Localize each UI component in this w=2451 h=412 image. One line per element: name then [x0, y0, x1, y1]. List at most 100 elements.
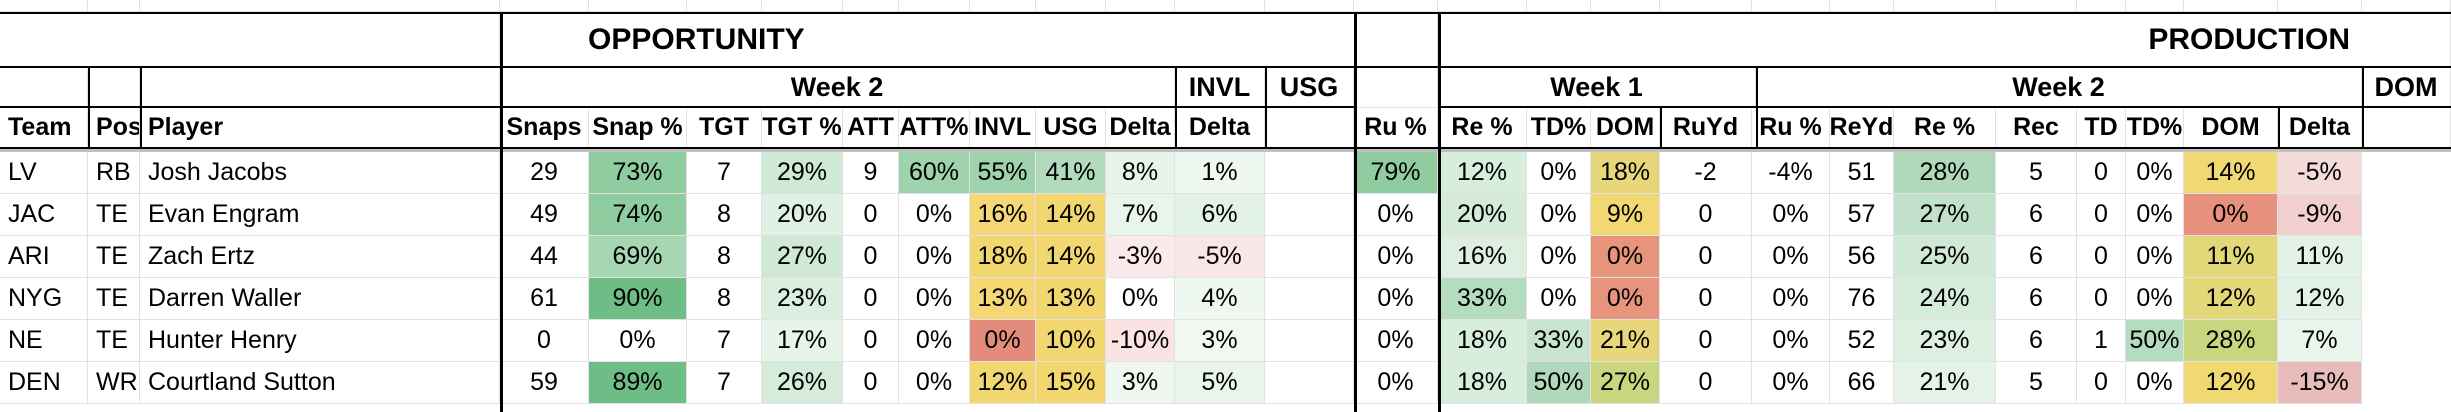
table-cell[interactable]: -5% [2278, 152, 2362, 194]
grid-cell[interactable] [589, 0, 687, 12]
table-cell[interactable]: 12% [2184, 362, 2278, 404]
table-cell[interactable]: Josh Jacobs [140, 152, 500, 194]
table-cell[interactable]: 0% [899, 236, 970, 278]
table-cell[interactable]: 18% [1438, 320, 1527, 362]
table-cell[interactable]: 0 [2077, 278, 2126, 320]
table-cell[interactable]: TE [88, 278, 140, 320]
grid-cell[interactable] [970, 0, 1036, 12]
table-cell[interactable]: 52 [1830, 320, 1894, 362]
empty-cell[interactable] [88, 68, 140, 108]
table-cell[interactable]: 0 [1660, 236, 1752, 278]
table-cell[interactable]: 26% [762, 362, 843, 404]
table-cell[interactable]: 13% [970, 278, 1036, 320]
grid-cell[interactable] [1660, 0, 1752, 12]
table-cell[interactable]: 5 [1996, 152, 2077, 194]
table-cell[interactable]: TE [88, 236, 140, 278]
grid-cell[interactable] [1894, 0, 1996, 12]
table-cell[interactable]: 0% [1354, 278, 1438, 320]
table-cell[interactable]: 61 [500, 278, 589, 320]
grid-cell[interactable] [88, 0, 140, 12]
table-cell[interactable]: 60% [899, 152, 970, 194]
table-cell[interactable]: 5% [1175, 362, 1265, 404]
table-cell[interactable]: -4% [1752, 152, 1830, 194]
grid-cell[interactable] [1996, 0, 2077, 12]
table-cell[interactable]: Hunter Henry [140, 320, 500, 362]
table-cell[interactable]: 18% [1591, 152, 1660, 194]
table-cell[interactable]: 16% [1438, 236, 1527, 278]
table-cell[interactable]: 0% [1752, 320, 1830, 362]
table-cell[interactable]: 76 [1830, 278, 1894, 320]
table-cell[interactable]: 0% [1354, 362, 1438, 404]
table-cell[interactable]: 8% [1106, 152, 1175, 194]
table-cell[interactable]: 0% [1752, 362, 1830, 404]
table-cell[interactable]: 90% [589, 278, 687, 320]
table-cell[interactable]: 11% [2278, 236, 2362, 278]
table-cell[interactable]: 0% [1752, 278, 1830, 320]
grid-cell[interactable] [1265, 0, 1354, 12]
table-cell[interactable]: 6% [1175, 194, 1265, 236]
table-cell[interactable]: 12% [1438, 152, 1527, 194]
table-cell[interactable]: 7% [1106, 194, 1175, 236]
table-cell[interactable]: 33% [1438, 278, 1527, 320]
table-cell[interactable]: 29% [762, 152, 843, 194]
table-cell[interactable]: 10% [1036, 320, 1106, 362]
table-cell[interactable]: 56 [1830, 236, 1894, 278]
table-cell[interactable]: -2 [1660, 152, 1752, 194]
table-cell[interactable]: 0% [2126, 362, 2184, 404]
table-cell[interactable]: Evan Engram [140, 194, 500, 236]
table-cell[interactable]: 0% [589, 320, 687, 362]
table-cell[interactable]: 4% [1175, 278, 1265, 320]
table-cell[interactable]: 20% [1438, 194, 1527, 236]
grid-cell[interactable] [140, 0, 500, 12]
table-cell[interactable]: 0% [1527, 236, 1591, 278]
table-cell[interactable]: 29 [500, 152, 589, 194]
grid-cell[interactable] [1175, 0, 1265, 12]
table-cell[interactable]: 1 [2077, 320, 2126, 362]
table-cell[interactable]: 0% [1354, 320, 1438, 362]
table-cell[interactable]: 12% [2184, 278, 2278, 320]
table-cell[interactable]: 0% [1752, 236, 1830, 278]
table-cell[interactable]: 0% [1752, 194, 1830, 236]
table-cell[interactable]: 14% [1036, 236, 1106, 278]
table-cell[interactable]: 0% [899, 362, 970, 404]
empty-cell[interactable] [0, 68, 88, 108]
table-cell[interactable]: 66 [1830, 362, 1894, 404]
grid-cell[interactable] [1106, 0, 1175, 12]
table-cell[interactable]: 55% [970, 152, 1036, 194]
grid-cell[interactable] [0, 0, 88, 12]
table-cell[interactable]: 24% [1894, 278, 1996, 320]
empty-cell[interactable] [1354, 68, 1438, 108]
table-cell[interactable]: 49 [500, 194, 589, 236]
table-cell[interactable]: 7 [687, 152, 762, 194]
table-cell[interactable] [1265, 362, 1354, 404]
table-cell[interactable]: 69% [589, 236, 687, 278]
table-cell[interactable]: 0% [2184, 194, 2278, 236]
table-cell[interactable]: 3% [1175, 320, 1265, 362]
table-cell[interactable]: -9% [2278, 194, 2362, 236]
table-cell[interactable]: 0 [1660, 194, 1752, 236]
table-cell[interactable]: TE [88, 194, 140, 236]
table-cell[interactable]: 0 [1660, 320, 1752, 362]
table-cell[interactable]: TE [88, 320, 140, 362]
table-cell[interactable]: 15% [1036, 362, 1106, 404]
table-cell[interactable]: 0 [843, 320, 899, 362]
table-cell[interactable]: 0% [1354, 236, 1438, 278]
table-cell[interactable]: -3% [1106, 236, 1175, 278]
table-cell[interactable]: 5 [1996, 362, 2077, 404]
grid-cell[interactable] [1354, 0, 1438, 12]
table-cell[interactable]: 0 [2077, 152, 2126, 194]
grid-cell[interactable] [1591, 0, 1660, 12]
table-cell[interactable]: 8 [687, 278, 762, 320]
table-cell[interactable]: 13% [1036, 278, 1106, 320]
empty-cell[interactable] [0, 12, 500, 68]
table-cell[interactable]: 0 [2077, 362, 2126, 404]
table-cell[interactable]: 17% [762, 320, 843, 362]
table-cell[interactable]: 18% [970, 236, 1036, 278]
table-cell[interactable]: -15% [2278, 362, 2362, 404]
table-cell[interactable]: 18% [1438, 362, 1527, 404]
table-cell[interactable] [1265, 320, 1354, 362]
table-cell[interactable]: 33% [1527, 320, 1591, 362]
table-cell[interactable]: 0 [2077, 194, 2126, 236]
table-cell[interactable]: 41% [1036, 152, 1106, 194]
table-cell[interactable] [1265, 278, 1354, 320]
